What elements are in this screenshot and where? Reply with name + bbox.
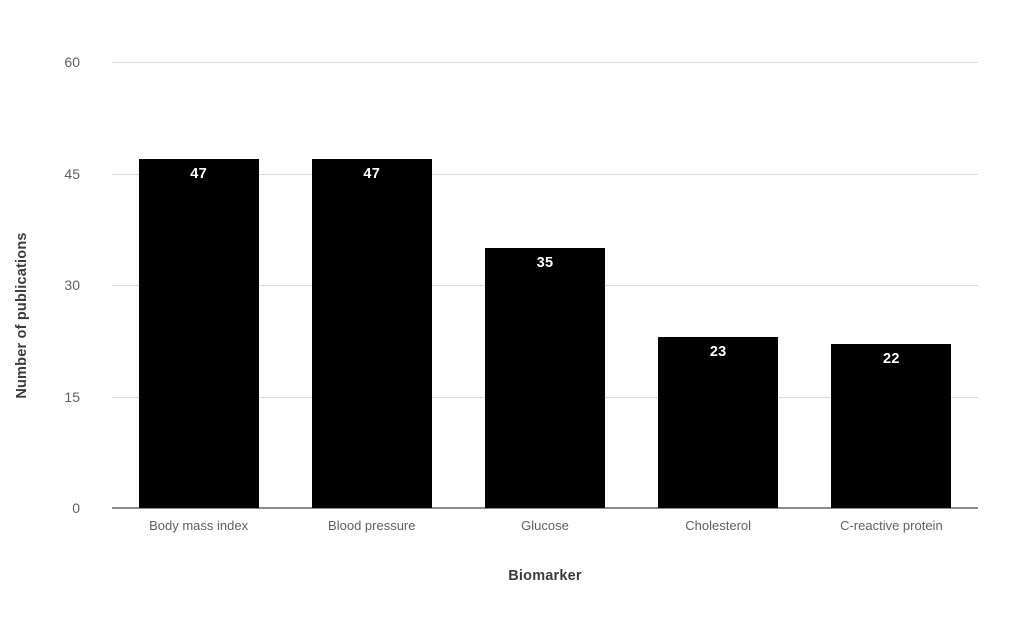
y-axis-tick-label: 45 — [64, 165, 80, 182]
bar-value-label: 47 — [190, 165, 207, 182]
x-axis-tick-label: Cholesterol — [685, 518, 752, 533]
bar-value-label: 47 — [363, 165, 381, 182]
bar[interactable]: 35 — [485, 247, 605, 508]
x-axis-tick-label: Blood pressure — [328, 518, 416, 533]
y-axis-tick-labels: 0 15 30 45 60 — [0, 54, 96, 516]
gridline — [112, 173, 978, 175]
bar[interactable]: 47 — [311, 158, 432, 508]
x-axis-tick-label: C-reactive protein — [840, 518, 943, 533]
plot-area: 47 47 35 23 22 — [112, 62, 978, 509]
x-axis-tick-labels: Body mass index Blood pressure Glucose Chol… — [112, 518, 978, 542]
y-axis-tick-label: 30 — [64, 277, 80, 293]
gridline — [112, 62, 978, 63]
y-axis-tick-label: 60 — [64, 54, 80, 70]
x-axis-title: Biomarker — [508, 568, 582, 584]
y-axis-tick-label: 0 — [72, 500, 80, 516]
bar[interactable]: 23 — [658, 337, 779, 508]
bar[interactable]: 47 — [138, 158, 259, 508]
bar-value-label: 35 — [536, 254, 554, 271]
bar[interactable]: 22 — [831, 344, 952, 508]
y-axis-tick-label: 15 — [64, 388, 80, 405]
x-axis-tick-label: Body mass index — [149, 518, 249, 533]
bar-value-label: 22 — [883, 351, 900, 368]
x-axis-tick-label: Glucose — [521, 518, 569, 533]
x-axis-line — [112, 507, 978, 509]
bar-value-label: 23 — [709, 344, 727, 361]
